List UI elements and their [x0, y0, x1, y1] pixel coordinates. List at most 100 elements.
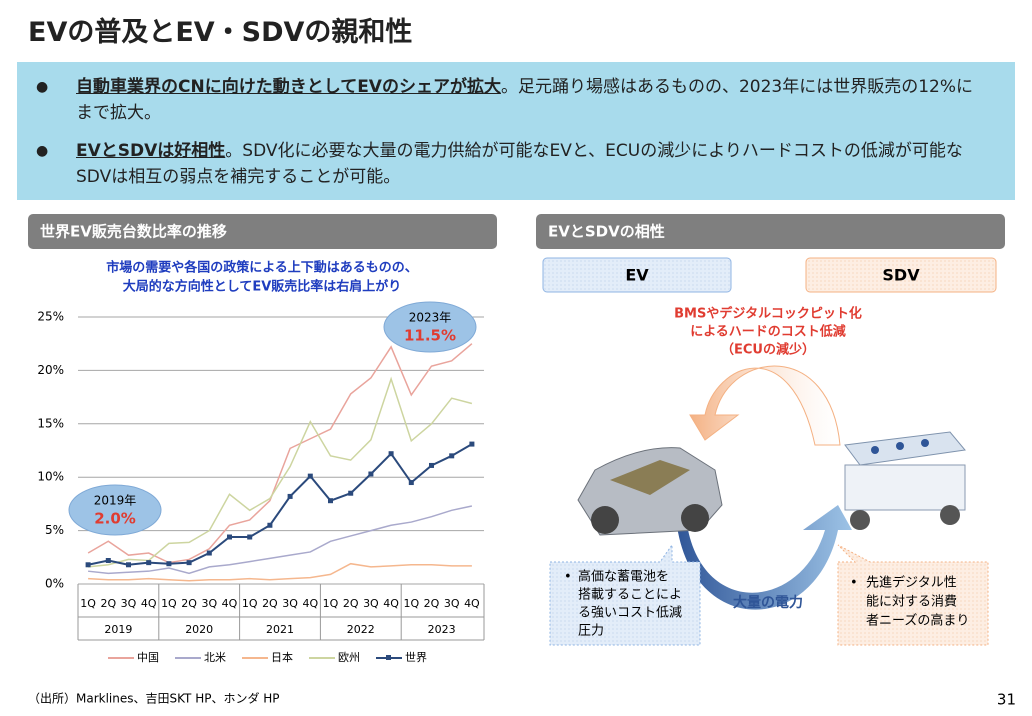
panel-header-text: EVとSDVの相性: [548, 223, 665, 241]
x-tick-label: 1Q: [80, 597, 96, 610]
x-tick-label: 3Q: [201, 597, 217, 610]
legend-label: 欧州: [338, 651, 360, 664]
point-marker: [388, 451, 394, 457]
car-image: [577, 447, 723, 536]
point-marker: [166, 561, 172, 567]
legend-label: 中国: [137, 651, 159, 664]
point-marker: [206, 550, 212, 556]
series-line: [87, 443, 473, 566]
text-line: 高価な蓄電池を: [578, 569, 669, 585]
point-marker: [105, 558, 111, 564]
point-marker: [368, 471, 374, 477]
year-label: 2022: [347, 623, 375, 636]
year-label: 2020: [185, 623, 213, 636]
legend-label: 日本: [271, 650, 293, 664]
text-line: 圧力: [578, 624, 604, 639]
text-line: 搭載することによ: [578, 587, 682, 603]
x-tick-label: 3Q: [444, 597, 460, 610]
y-tick-label: 0%: [45, 577, 64, 591]
point-marker: [408, 480, 414, 486]
bullet-text: 。足元踊り場感はあるものの、2023年には世界販売の12%にまで拡大。: [76, 77, 974, 123]
sdv-box: [805, 257, 997, 293]
point-marker: [227, 534, 232, 540]
x-tick-label: 3Q: [363, 597, 379, 610]
x-tick-label: 1Q: [161, 597, 177, 610]
bullet-dot: •: [850, 576, 858, 591]
bullet: EVとSDVは好相性。SDV化に必要な大量の電力供給が可能なEVと、ECUの減少…: [36, 138, 986, 190]
point-marker: [429, 462, 434, 468]
panel-header: [28, 214, 497, 249]
y-tick-label: 5%: [45, 523, 64, 537]
bullet: 自動車業界のCNに向けた動きとしてEVのシェアが拡大。足元踊り場感はあるものの、…: [36, 74, 986, 126]
panel-header: [536, 214, 1005, 249]
sdv-callout: [837, 544, 989, 646]
page-number: 31: [997, 691, 1016, 709]
text-line: BMSやデジタルコックピット化: [674, 306, 862, 322]
x-tick-label: 2Q: [424, 597, 440, 610]
x-tick-label: 4Q: [464, 597, 480, 610]
annotation-bubble: [383, 301, 477, 353]
point-marker: [267, 522, 273, 528]
point-marker: [85, 562, 91, 568]
chart: 市場の需要や各国の政策による上下動はあるものの、大局的な方向性としてEV販売比率…: [37, 260, 485, 664]
point-marker: [328, 498, 333, 504]
point-marker: [469, 441, 475, 447]
sdv-label: SDV: [882, 266, 920, 285]
x-tick-label: 4Q: [383, 597, 399, 610]
legend-label: 北米: [204, 651, 226, 664]
text-line: 大局的な方向性としてEV販売比率は右肩上がり: [123, 279, 402, 295]
y-tick-label: 15%: [37, 416, 64, 430]
ev-callout: [549, 543, 701, 646]
text-line: 先進デジタル性: [866, 575, 957, 591]
x-tick-label: 1Q: [403, 597, 419, 610]
ev-label: EV: [625, 266, 649, 285]
x-tick-label: 4Q: [222, 597, 238, 610]
year-label: 2021: [266, 623, 294, 636]
text-line: 者ニーズの高まり: [866, 613, 969, 629]
series-line: [87, 343, 473, 564]
x-tick-label: 2Q: [100, 597, 116, 610]
x-tick-label: 2Q: [181, 597, 197, 610]
annotation-value: 2.0%: [94, 510, 136, 528]
text-line: （ECUの減少）: [721, 342, 815, 358]
point-marker: [287, 493, 293, 499]
y-tick-label: 10%: [37, 470, 64, 484]
x-tick-label: 4Q: [141, 597, 157, 610]
point-marker: [348, 490, 354, 496]
annotation-value: 11.5%: [404, 327, 456, 345]
legend-label: 世界: [405, 651, 427, 664]
panel-header-text: 世界EV販売台数比率の推移: [40, 223, 227, 241]
bullet-emphasis: EVとSDVは好相性: [76, 141, 226, 161]
x-tick-label: 4Q: [302, 597, 318, 610]
text-line: 能に対する消費: [866, 595, 957, 610]
point-marker: [146, 560, 152, 566]
point-marker: [247, 534, 253, 540]
series-line: [88, 505, 473, 575]
series-line: [88, 376, 473, 568]
text-line: 市場の需要や各国の政策による上下動はあるものの、: [106, 260, 418, 276]
year-label: 2019: [104, 623, 132, 636]
power-arrow: [675, 505, 852, 610]
year-label: 2023: [428, 623, 456, 636]
cost-arrow: [689, 365, 841, 446]
power-label: 大量の電力: [733, 594, 803, 611]
annotation-label: 2019年: [94, 494, 137, 508]
x-tick-label: 2Q: [262, 597, 278, 610]
bullet-text: 。SDV化に必要な大量の電力供給が可能なEVと、ECUの減少によりハードコストの…: [76, 141, 963, 187]
y-tick-label: 20%: [37, 363, 64, 377]
x-tick-label: 2Q: [343, 597, 359, 610]
bullet-dot: •: [564, 570, 572, 585]
legend-marker: [386, 655, 391, 660]
point-marker: [307, 473, 313, 479]
ev-box: [542, 257, 732, 293]
text-line: る強いコスト低減: [578, 605, 682, 621]
x-tick-label: 1Q: [323, 597, 339, 610]
point-marker: [449, 453, 455, 459]
chassis-image: [844, 431, 966, 530]
series-line: [88, 562, 472, 582]
x-tick-label: 3Q: [282, 597, 298, 610]
